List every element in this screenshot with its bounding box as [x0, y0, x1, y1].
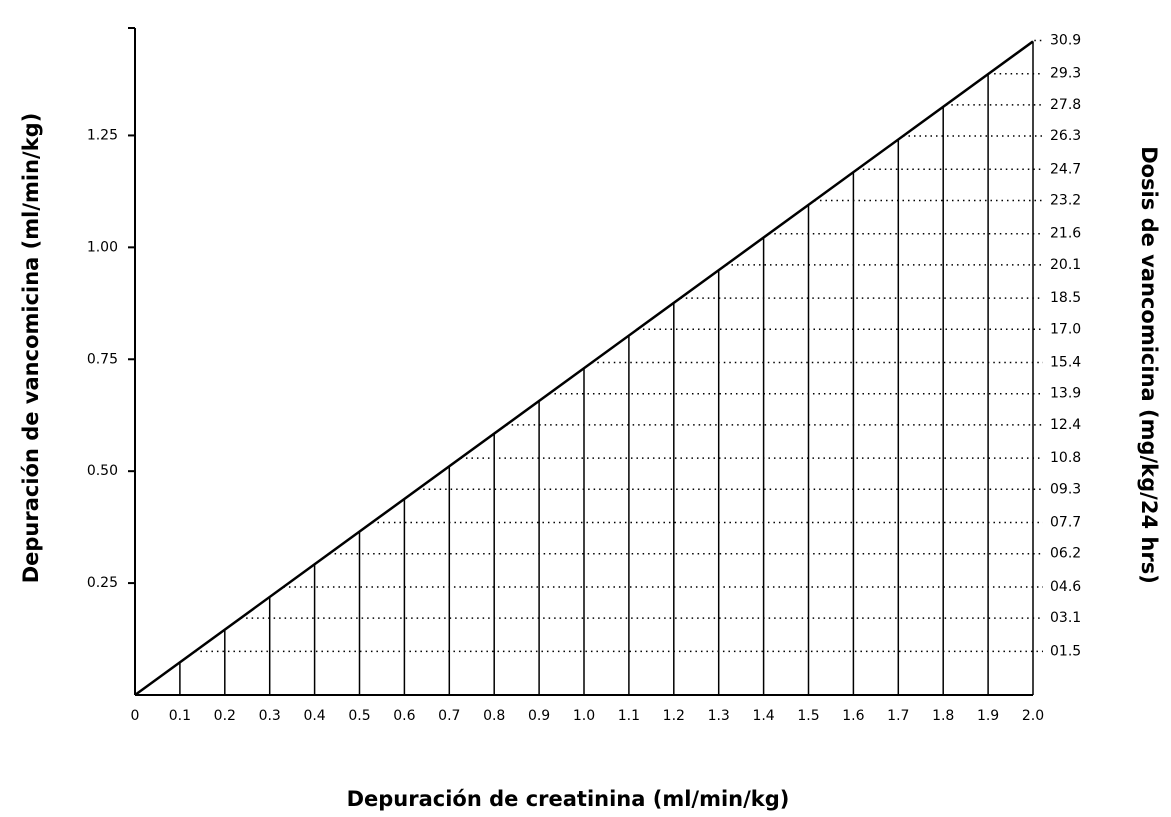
y2-tick-label: 23.2 [1050, 192, 1081, 208]
y2-tick-label: 15.4 [1050, 355, 1081, 371]
y-tick-label: 0.50 [87, 463, 118, 479]
y2-tick-label: 29.3 [1050, 66, 1081, 82]
x-tick-label: 1.5 [797, 708, 819, 724]
y2-tick-label: 03.1 [1050, 610, 1081, 626]
y2-tick-label: 20.1 [1050, 257, 1081, 273]
y-tick-label: 1.25 [87, 127, 118, 143]
x-tick-label: 0.9 [528, 708, 550, 724]
y-axis-label: Depuración de vancomicina (ml/min/kg) [19, 113, 43, 584]
y2-tick-label: 18.5 [1050, 290, 1081, 306]
x-tick-label: 0.4 [303, 708, 325, 724]
y2-tick-label: 30.9 [1050, 32, 1081, 48]
x-tick-label: 0.3 [259, 708, 281, 724]
y2-tick-label: 04.6 [1050, 579, 1081, 595]
x-tick-label: 1.6 [842, 708, 864, 724]
y2-tick-label: 01.5 [1050, 643, 1081, 659]
y2-tick-label: 27.8 [1050, 97, 1081, 113]
x-tick-label: 1.2 [663, 708, 685, 724]
x-tick-label: 0.1 [169, 708, 191, 724]
x-tick-label: 1.3 [708, 708, 730, 724]
y2-tick-label: 13.9 [1050, 386, 1081, 402]
y2-tick-label: 09.3 [1050, 481, 1081, 497]
y2-tick-label: 24.7 [1050, 161, 1081, 177]
x-tick-label: 0 [131, 708, 140, 724]
x-tick-label: 2.0 [1022, 708, 1044, 724]
x-axis-label: Depuración de creatinina (ml/min/kg) [347, 787, 790, 811]
x-tick-label: 1.8 [932, 708, 954, 724]
line [134, 40, 1034, 697]
y-tick-label: 0.25 [87, 575, 118, 591]
x-tick-label: 1.0 [573, 708, 595, 724]
y2-tick-label: 12.4 [1050, 417, 1081, 433]
x-tick-label: 1.4 [752, 708, 774, 724]
y2-tick-label: 06.2 [1050, 546, 1081, 562]
x-tick-label: 1.9 [977, 708, 999, 724]
y2-axis-label: Dosis de vancomicina (mg/kg/24 hrs) [1137, 146, 1161, 584]
y2-tick-label: 21.6 [1050, 226, 1081, 242]
x-tick-label: 0.8 [483, 708, 505, 724]
y-tick-label: 0.75 [87, 351, 118, 367]
y2-tick-label: 26.3 [1050, 128, 1081, 144]
y2-tick-label: 07.7 [1050, 515, 1081, 531]
y2-tick-label: 17.0 [1050, 321, 1081, 337]
x-tick-label: 0.5 [348, 708, 370, 724]
x-tick-label: 0.2 [214, 708, 236, 724]
x-tick-label: 0.6 [393, 708, 415, 724]
y-tick-label: 1.00 [87, 239, 118, 255]
x-tick-label: 1.7 [887, 708, 909, 724]
x-tick-label: 1.1 [618, 708, 640, 724]
y2-tick-label: 10.8 [1050, 450, 1081, 466]
x-tick-label: 0.7 [438, 708, 460, 724]
